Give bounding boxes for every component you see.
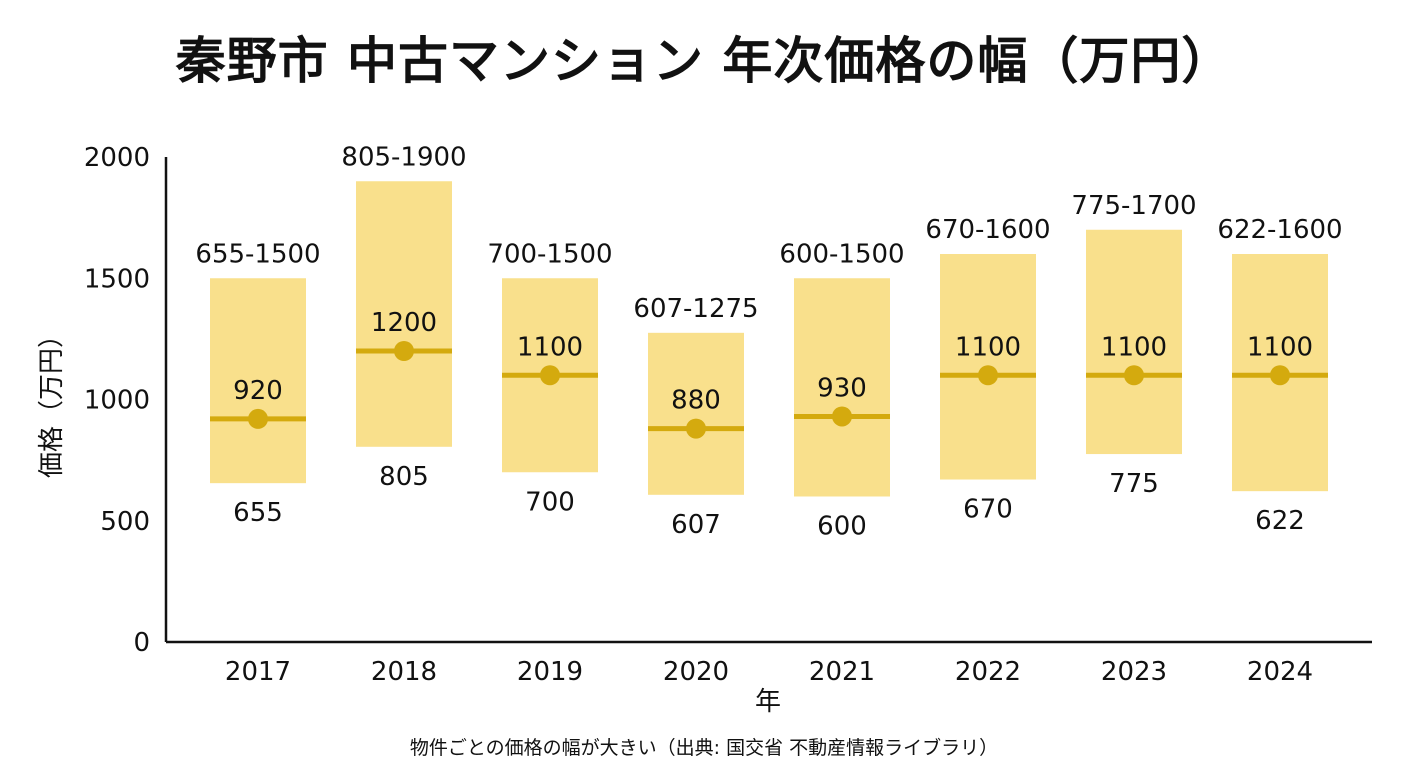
x-ticks: 2017 2018 2019 2020 2021 2022 2023 2024 [225, 657, 1313, 687]
range-bar [648, 332, 744, 495]
x-tick-label: 2023 [1101, 657, 1167, 687]
x-tick-label: 2021 [809, 657, 875, 687]
range-label: 805-1900 [341, 142, 466, 172]
min-label: 775 [1109, 469, 1159, 499]
median-dot [1270, 365, 1290, 386]
y-tick-label: 1500 [84, 264, 150, 294]
x-tick-label: 2019 [517, 657, 583, 687]
y-tick-label: 2000 [84, 143, 150, 173]
bars-layer [210, 181, 1328, 497]
x-tick-label: 2018 [371, 657, 437, 687]
axes-layer [164, 157, 1372, 644]
y-axis-label: 価格（万円） [37, 322, 67, 478]
median-dot [1124, 365, 1144, 386]
range-bar [356, 181, 452, 447]
range-bar [794, 278, 890, 497]
y-tick-label: 500 [100, 507, 150, 537]
range-label: 700-1500 [487, 239, 612, 269]
range-label: 600-1500 [779, 239, 904, 269]
median-label: 930 [817, 373, 867, 403]
x-tick-label: 2017 [225, 657, 291, 687]
min-label: 700 [525, 487, 575, 517]
min-label: 805 [379, 462, 429, 492]
range-bar [1086, 229, 1182, 455]
range-label: 622-1600 [1217, 215, 1342, 245]
x-tick-label: 2022 [955, 657, 1021, 687]
x-tick-label: 2024 [1247, 657, 1313, 687]
median-dot [978, 365, 998, 386]
median-label: 1100 [955, 332, 1021, 362]
min-label: 670 [963, 495, 1013, 525]
median-dot [394, 341, 414, 361]
min-label: 607 [671, 510, 721, 540]
median-label: 1200 [371, 308, 437, 338]
x-tick-label: 2020 [663, 657, 729, 687]
min-label: 600 [817, 512, 867, 542]
range-label: 775-1700 [1071, 191, 1196, 221]
labels-layer: 655-1500 920 655 805-1900 1200 805 700-1500 110… [195, 142, 1342, 541]
median-dot [248, 408, 268, 429]
median-dot [832, 406, 852, 427]
chart-title: 秦野市 中古マンション 年次価格の幅（万円） [175, 32, 1233, 90]
range-label: 607-1275 [633, 294, 758, 324]
median-dot [540, 365, 560, 386]
x-axis-label: 年 [755, 687, 781, 717]
median-label: 1100 [517, 332, 583, 362]
median-label: 880 [671, 386, 721, 416]
median-label: 1100 [1101, 332, 1167, 362]
y-ticks: 0 500 1000 1500 2000 [84, 143, 150, 658]
min-label: 622 [1255, 506, 1305, 536]
range-label: 655-1500 [195, 239, 320, 269]
range-label: 670-1600 [925, 215, 1050, 245]
range-bar [210, 278, 306, 484]
min-label: 655 [233, 498, 283, 528]
footnote: 物件ごとの価格の幅が大きい（出典: 国交省 不動産情報ライブラリ） [409, 737, 999, 759]
y-tick-label: 0 [133, 628, 150, 658]
y-tick-label: 1000 [84, 386, 150, 416]
median-label: 920 [233, 376, 283, 406]
median-dot [686, 418, 706, 439]
median-label: 1100 [1247, 332, 1313, 362]
